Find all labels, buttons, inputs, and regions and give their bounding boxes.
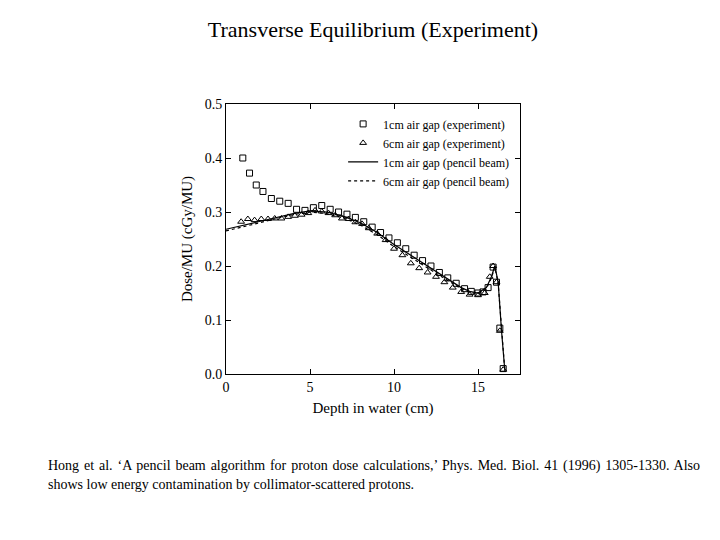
svg-text:6cm air gap (experiment): 6cm air gap (experiment) (383, 137, 505, 151)
svg-text:0: 0 (223, 380, 230, 395)
svg-text:Depth in water (cm): Depth in water (cm) (312, 400, 433, 417)
html-text:Hong et al. ‘A pencil beam alg: Hong et al. ‘A pencil beam algorithm for… (48, 458, 700, 492)
svg-text:1cm air gap (experiment): 1cm air gap (experiment) (383, 118, 505, 132)
svg-text:0.1: 0.1 (205, 313, 223, 328)
svg-text:0.0: 0.0 (205, 367, 223, 382)
svg-text:10: 10 (387, 380, 401, 395)
svg-text:1cm air gap (pencil beam): 1cm air gap (pencil beam) (383, 156, 509, 170)
svg-text:Transverse Equilibrium (Experi: Transverse Equilibrium (Experiment) (208, 17, 538, 42)
svg-text:0.5: 0.5 (205, 97, 223, 112)
svg-text:6cm air gap (pencil beam): 6cm air gap (pencil beam) (383, 175, 509, 189)
svg-text:15: 15 (471, 380, 485, 395)
svg-text:0.2: 0.2 (205, 259, 223, 274)
svg-text:0.4: 0.4 (205, 151, 223, 166)
svg-text:5: 5 (307, 380, 314, 395)
svg-text:0.3: 0.3 (205, 205, 223, 220)
svg-text:Dose/MU (cGy/MU): Dose/MU (cGy/MU) (179, 176, 196, 302)
